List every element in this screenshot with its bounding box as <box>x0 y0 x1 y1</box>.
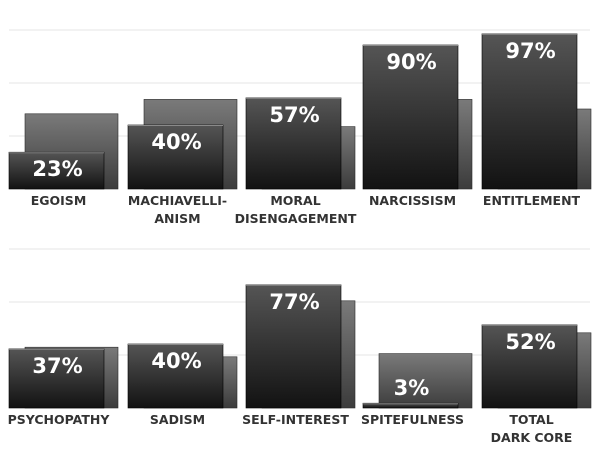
category-label-line: PSYCHOPATHY <box>8 412 111 427</box>
data-label: 90% <box>386 50 436 74</box>
data-label: 40% <box>151 349 201 373</box>
category-label-line: NARCISSISM <box>369 193 456 208</box>
category-label: SADISM <box>150 412 205 427</box>
category-label: SELF-INTEREST <box>242 412 349 427</box>
category-label-line: SPITEFULNESS <box>361 412 464 427</box>
category-label-line: EGOISM <box>31 193 87 208</box>
data-label: 57% <box>269 103 319 127</box>
category-label: ENTITLEMENT <box>483 193 581 208</box>
category-label-line: DARK CORE <box>491 430 573 445</box>
category-label-line: DISENGAGEMENT <box>235 211 357 226</box>
category-label-line: SELF-INTEREST <box>242 412 349 427</box>
data-label: 3% <box>394 376 430 400</box>
category-label: MACHIAVELLI- ANISM <box>128 193 227 226</box>
bar-front <box>481 33 578 190</box>
category-label-line: SADISM <box>150 412 205 427</box>
bar-front <box>362 44 459 190</box>
category-label-line: ANISM <box>154 211 200 226</box>
bar-front <box>245 284 342 409</box>
data-label: 77% <box>269 290 319 314</box>
category-label: NARCISSISM <box>369 193 456 208</box>
category-label: MORAL DISENGAGEMENT <box>235 193 357 226</box>
category-label: TOTAL DARK CORE <box>491 412 573 445</box>
category-label-line: ENTITLEMENT <box>483 193 581 208</box>
data-label: 52% <box>505 330 555 354</box>
bar-front <box>127 343 224 409</box>
category-label: PSYCHOPATHY <box>8 412 111 427</box>
bar-front <box>127 124 224 190</box>
bar-front <box>8 348 105 409</box>
category-label-line: MACHIAVELLI- <box>128 193 227 208</box>
data-label: 23% <box>32 157 82 181</box>
category-label-line: TOTAL <box>509 412 553 427</box>
data-label: 97% <box>505 39 555 63</box>
bar-front <box>481 324 578 409</box>
category-label-line: MORAL <box>270 193 320 208</box>
category-label: SPITEFULNESS <box>361 412 464 427</box>
data-label: 40% <box>151 130 201 154</box>
category-label: EGOISM <box>31 193 87 208</box>
data-label: 37% <box>32 354 82 378</box>
